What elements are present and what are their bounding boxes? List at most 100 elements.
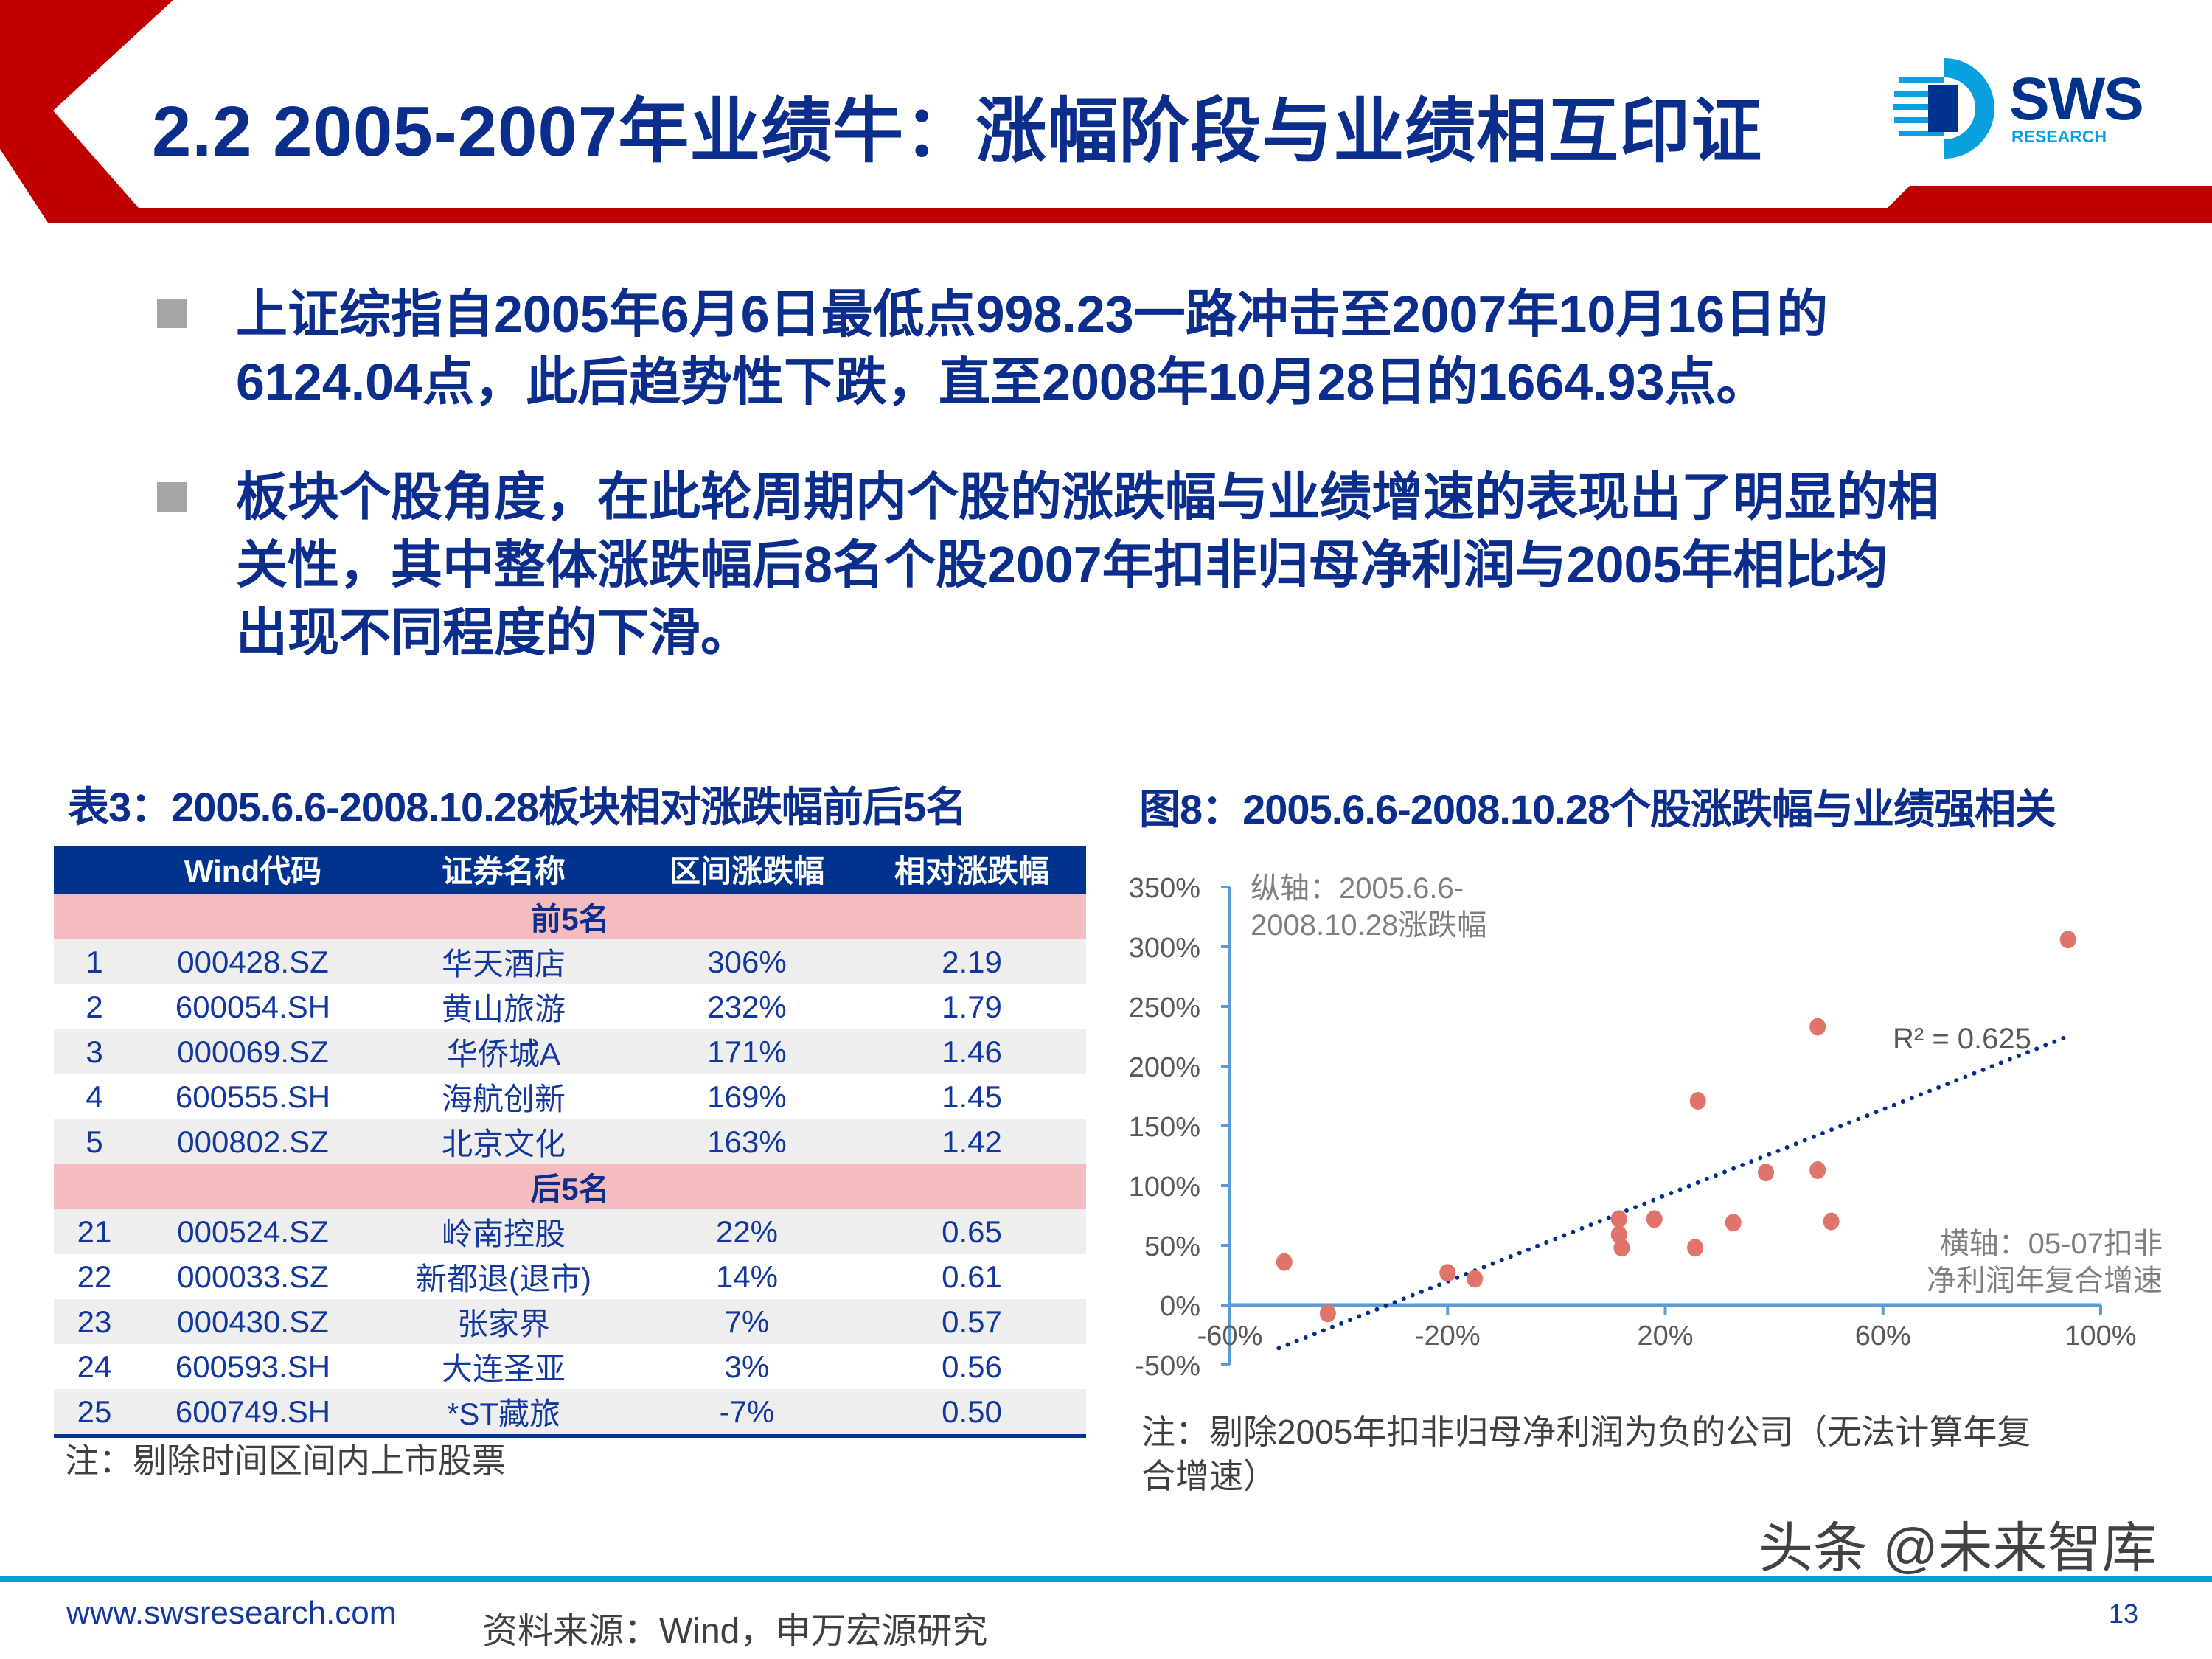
- bullet-2-line: 板块个股角度，在此轮周期内个股的涨跌幅与业绩增速的表现出了明显的相: [236, 468, 1939, 526]
- table-row: 4 600555.SH 海航创新 169% 1.45: [54, 1074, 1086, 1119]
- data-point: [1439, 1264, 1456, 1282]
- x-tick-label: -60%: [1197, 1321, 1263, 1352]
- table-cell: 1.45: [858, 1074, 1086, 1119]
- group-row: 后5名: [54, 1164, 1086, 1209]
- table-cell: 600555.SH: [135, 1074, 371, 1119]
- data-point: [1823, 1212, 1840, 1231]
- x-tick-label: 60%: [1855, 1321, 1911, 1352]
- table-cell: 21: [54, 1209, 135, 1254]
- table-cell: 600593.SH: [135, 1344, 371, 1389]
- watermark: 头条 @未来智库: [1759, 1517, 2157, 1579]
- x-tick-label: -20%: [1415, 1321, 1481, 1352]
- group-label: 前5名: [54, 893, 1086, 939]
- table-cell: 1.42: [858, 1119, 1086, 1164]
- table-row: 25 600749.SH *ST藏旅 -7% 0.50: [54, 1389, 1086, 1438]
- table-cell: 14%: [636, 1254, 858, 1299]
- bullet-2: 板块个股角度，在此轮周期内个股的涨跌幅与业绩增速的表现出了明显的相 关性，其中整…: [236, 463, 2183, 667]
- column-header: 证券名称: [371, 846, 636, 894]
- logo-subtext: RESEARCH: [2011, 127, 2107, 146]
- table-cell: 23: [54, 1299, 135, 1344]
- table-row: 5 000802.SZ 北京文化 163% 1.42: [54, 1119, 1086, 1164]
- figure-note-line: 注：剔除2005年扣非归母净利润为负的公司（无法计算年复: [1141, 1413, 2031, 1451]
- table-cell: 张家界: [371, 1299, 636, 1344]
- table-cell: 7%: [636, 1299, 858, 1344]
- x-axis-title: 净利润年复合增速: [1927, 1265, 2163, 1297]
- column-header: 区间涨跌幅: [636, 846, 858, 894]
- header-red-frame: [0, 0, 2212, 223]
- data-point: [1610, 1210, 1627, 1228]
- data-point: [1319, 1304, 1336, 1323]
- table-cell: 海航创新: [371, 1074, 636, 1119]
- y-axis-title: 2008.10.28涨跌幅: [1251, 909, 1486, 942]
- table-cell: 0.65: [858, 1209, 1086, 1254]
- table-cell: 黄山旅游: [371, 984, 636, 1029]
- table-cell: 4: [54, 1074, 135, 1119]
- table-cell: 000033.SZ: [135, 1254, 371, 1299]
- bullet-1-line: 上证综指自2005年6月6日最低点998.23一路冲击至2007年10月16日的: [236, 285, 1829, 343]
- trendline: [1276, 1034, 2070, 1351]
- table-note: 注：剔除时间区间内上市股票: [65, 1441, 506, 1480]
- table-row: 23 000430.SZ 张家界 7% 0.57: [54, 1299, 1086, 1344]
- square-bullet-icon: [157, 482, 187, 512]
- sws-logo-icon: [1891, 55, 2002, 162]
- table-cell: 600749.SH: [135, 1389, 371, 1438]
- table-cell: 22: [54, 1254, 135, 1299]
- table-cell: 000524.SZ: [135, 1209, 371, 1254]
- y-axis-title: 纵轴：2005.6.6-: [1251, 872, 1464, 905]
- footer-divider: [0, 1576, 2212, 1582]
- table-cell: 岭南控股: [371, 1209, 636, 1254]
- table-cell: 新都退(退市): [371, 1254, 636, 1299]
- table-cell: *ST藏旅: [371, 1389, 636, 1438]
- table-cell: 2: [54, 984, 135, 1029]
- x-tick-label: 20%: [1637, 1321, 1693, 1352]
- table-cell: 0.61: [858, 1254, 1086, 1299]
- table-row: 24 600593.SH 大连圣亚 3% 0.56: [54, 1344, 1086, 1389]
- y-tick-label: 250%: [1129, 992, 1200, 1023]
- bullet-1: 上证综指自2005年6月6日最低点998.23一路冲击至2007年10月16日的…: [236, 280, 2183, 416]
- page-title: 2.2 2005-2007年业绩牛：涨幅阶段与业绩相互印证: [152, 92, 1763, 171]
- table-cell: 1: [54, 939, 135, 984]
- table-title: 表3：2005.6.6-2008.10.28板块相对涨跌幅前后5名: [68, 784, 967, 830]
- bullet-2-line: 关性，其中整体涨跌幅后8名个股2007年扣非归母净利润与2005年相比均: [236, 536, 1888, 594]
- bullet-1-line: 6124.04点，此后趋势性下跌，直至2008年10月28日的1664.93点。: [236, 353, 1768, 411]
- y-tick-label: 50%: [1144, 1231, 1200, 1262]
- group-row: 前5名: [54, 893, 1086, 939]
- data-point: [1687, 1239, 1704, 1257]
- column-header: Wind代码: [135, 846, 371, 894]
- table-cell: 华侨城A: [371, 1029, 636, 1074]
- table-cell: 3%: [636, 1344, 858, 1389]
- group-label: 后5名: [54, 1164, 1086, 1209]
- page-number: 13: [2109, 1599, 2139, 1629]
- figure-note-line: 合增速）: [1141, 1457, 1277, 1495]
- table-cell: 000430.SZ: [135, 1299, 371, 1344]
- table-row: 1 000428.SZ 华天酒店 306% 2.19: [54, 939, 1086, 984]
- x-tick-label: 100%: [2065, 1321, 2136, 1352]
- website-link[interactable]: www.swsresearch.com: [66, 1595, 397, 1631]
- table-cell: 1.79: [858, 984, 1086, 1029]
- table-header-row: Wind代码 证券名称 区间涨跌幅 相对涨跌幅: [54, 846, 1086, 894]
- table-cell: 1.46: [858, 1029, 1086, 1074]
- data-point: [1725, 1214, 1742, 1232]
- table-cell: 华天酒店: [371, 939, 636, 984]
- table-cell: 600054.SH: [135, 984, 371, 1029]
- table-cell: 北京文化: [371, 1119, 636, 1164]
- table-row: 2 600054.SH 黄山旅游 232% 1.79: [54, 984, 1086, 1029]
- table-cell: 000802.SZ: [135, 1119, 371, 1164]
- table-row: 3 000069.SZ 华侨城A 171% 1.46: [54, 1029, 1086, 1074]
- table-cell: 169%: [636, 1074, 858, 1119]
- table-cell: 5: [54, 1119, 135, 1164]
- source-note: 资料来源：Wind，申万宏源研究: [482, 1612, 988, 1651]
- table-cell: 2.19: [858, 939, 1086, 984]
- data-point: [1646, 1210, 1663, 1228]
- figure-note: 注：剔除2005年扣非归母净利润为负的公司（无法计算年复 合增速）: [1141, 1410, 2031, 1498]
- header-banner: [0, 0, 2212, 223]
- ranking-table: Wind代码 证券名称 区间涨跌幅 相对涨跌幅 前5名 1 000428.SZ 华天酒…: [54, 846, 1086, 1438]
- table-cell: 25: [54, 1389, 135, 1438]
- y-tick-label: 200%: [1129, 1052, 1200, 1083]
- r-squared-label: R² = 0.625: [1893, 1023, 2031, 1055]
- table-row: 21 000524.SZ 岭南控股 22% 0.65: [54, 1209, 1086, 1254]
- y-tick-label: 100%: [1129, 1172, 1200, 1203]
- y-tick-label: -50%: [1135, 1351, 1200, 1382]
- figure-title: 图8：2005.6.6-2008.10.28个股涨跌幅与业绩强相关: [1139, 786, 2056, 832]
- y-tick-label: 350%: [1129, 873, 1200, 904]
